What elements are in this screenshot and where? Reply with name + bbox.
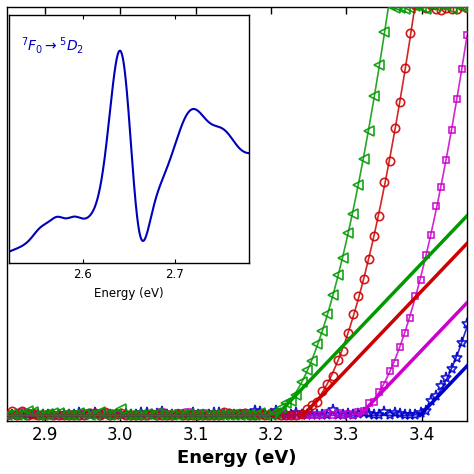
X-axis label: Energy (eV): Energy (eV) xyxy=(177,449,297,467)
